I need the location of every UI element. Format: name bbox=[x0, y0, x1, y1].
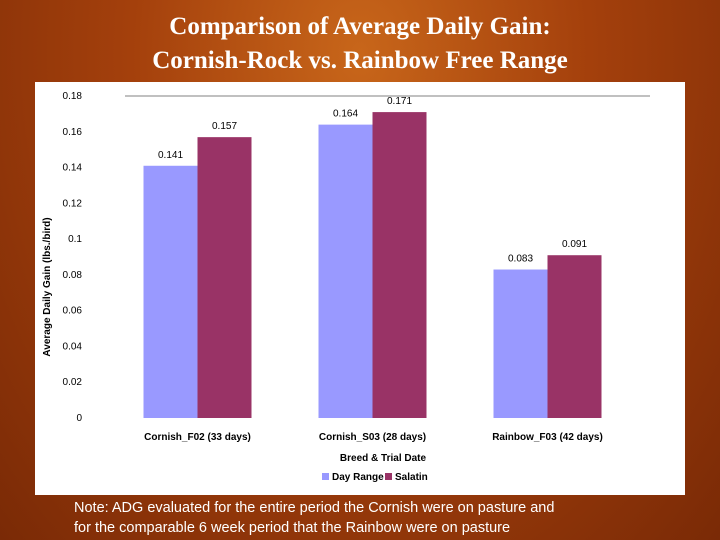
slide-title-line-1: Comparison of Average Daily Gain: bbox=[169, 13, 551, 40]
y-axis-label: Average Daily Gain (lbs./bird) bbox=[42, 217, 53, 356]
y-tick-label: 0 bbox=[76, 413, 82, 424]
data-label: 0.141 bbox=[158, 150, 183, 161]
footnote-line-1: Note: ADG evaluated for the entire perio… bbox=[74, 500, 555, 516]
data-label: 0.157 bbox=[212, 121, 237, 132]
bar-salatin bbox=[372, 112, 427, 418]
legend-swatch bbox=[385, 473, 392, 480]
legend-swatch bbox=[322, 473, 329, 480]
data-label: 0.164 bbox=[333, 109, 358, 120]
x-category-label: Rainbow_F03 (42 days) bbox=[492, 432, 603, 443]
slide-title: Comparison of Average Daily Gain: Cornis… bbox=[0, 10, 720, 78]
y-tick-label: 0.06 bbox=[63, 306, 83, 317]
bar-chart: 0 0.02 0.04 0.06 0.08 0.1 0.12 0.14 0.16 0.18 0.1… bbox=[42, 91, 650, 483]
x-axis-label: Breed & Trial Date bbox=[340, 453, 427, 464]
x-category-label: Cornish_S03 (28 days) bbox=[319, 432, 426, 443]
data-label: 0.091 bbox=[562, 239, 587, 250]
bar-day-range bbox=[493, 269, 548, 418]
y-tick-label: 0.02 bbox=[63, 377, 83, 388]
legend-label: Day Range bbox=[332, 472, 384, 483]
x-category-label: Cornish_F02 (33 days) bbox=[144, 432, 251, 443]
chart-legend: Day Range Salatin bbox=[322, 472, 428, 483]
y-tick-label: 0.1 bbox=[68, 234, 82, 245]
footnote: Note: ADG evaluated for the entire perio… bbox=[74, 498, 694, 538]
bar-salatin bbox=[197, 137, 252, 418]
bar-day-range bbox=[143, 165, 198, 418]
y-tick-label: 0.08 bbox=[63, 270, 83, 281]
bar-day-range bbox=[318, 124, 373, 418]
y-tick-label: 0.04 bbox=[63, 341, 83, 352]
slide-title-line-2: Cornish-Rock vs. Rainbow Free Range bbox=[152, 47, 568, 74]
y-tick-label: 0.16 bbox=[63, 127, 83, 138]
footnote-line-2: for the comparable 6 week period that th… bbox=[74, 520, 511, 536]
bar-salatin bbox=[547, 255, 602, 418]
y-tick-label: 0.12 bbox=[63, 198, 83, 209]
y-tick-label: 0.18 bbox=[63, 91, 83, 102]
y-tick-label: 0.14 bbox=[63, 163, 83, 174]
data-label: 0.171 bbox=[387, 96, 412, 107]
data-label: 0.083 bbox=[508, 254, 533, 265]
legend-label: Salatin bbox=[395, 472, 428, 483]
chart-panel: 0 0.02 0.04 0.06 0.08 0.1 0.12 0.14 0.16 0.18 0.1… bbox=[35, 82, 685, 495]
